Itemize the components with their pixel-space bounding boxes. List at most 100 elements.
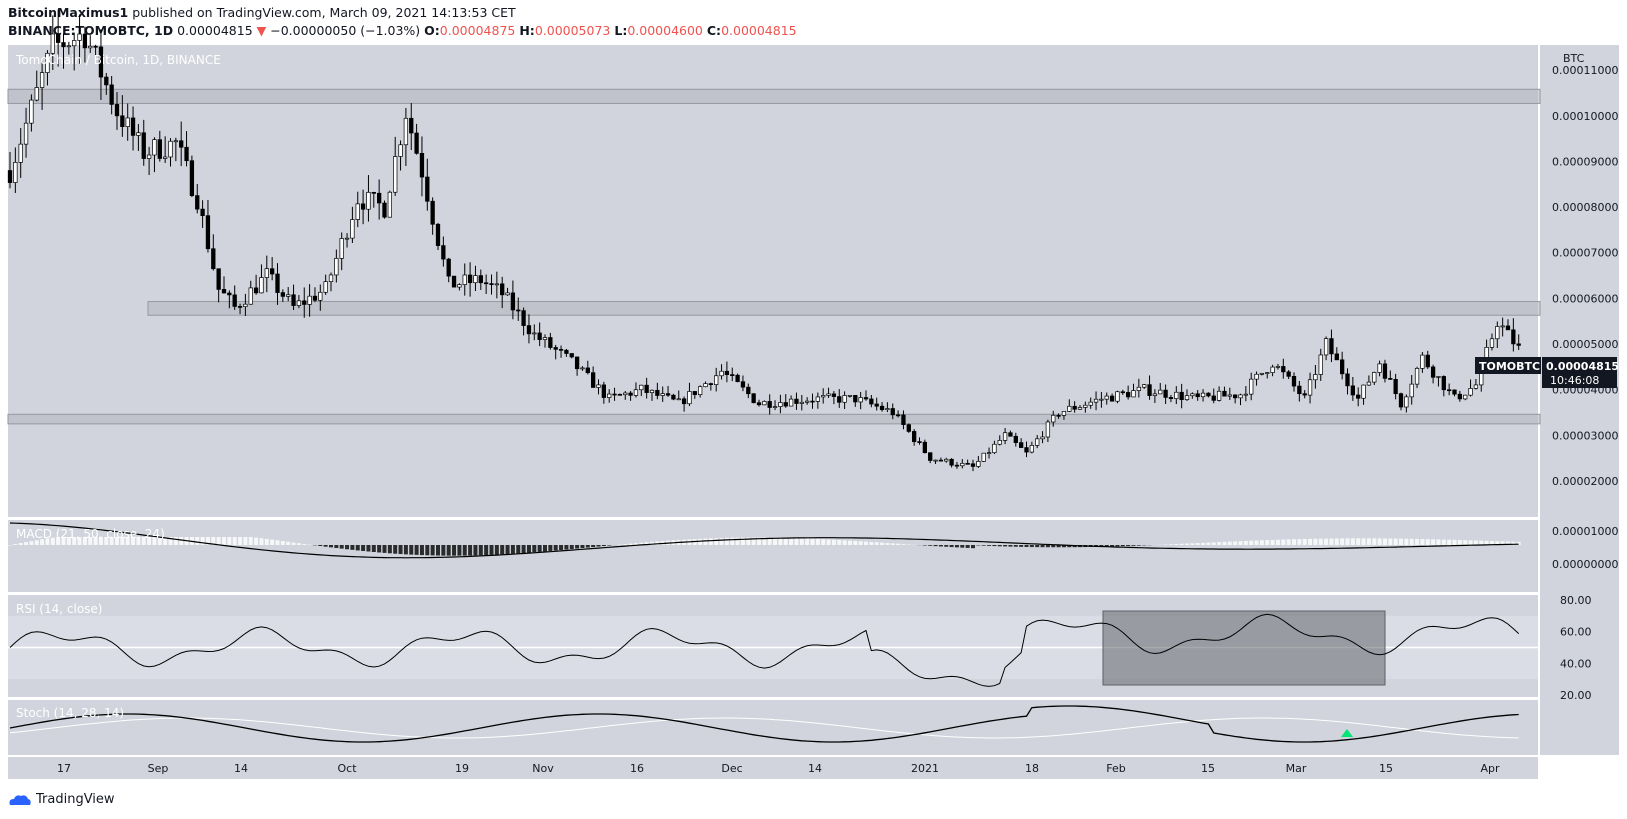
candle-body <box>1329 338 1334 355</box>
chart-header: BitcoinMaximus1 published on TradingView… <box>8 4 797 40</box>
candle-body <box>810 400 815 403</box>
tradingview-logo[interactable]: TradingView <box>8 792 115 807</box>
candle-body <box>484 282 489 285</box>
macd-histogram-bar <box>1061 545 1066 548</box>
macd-histogram-bar <box>591 545 596 548</box>
macd-histogram-bar <box>409 545 414 555</box>
candle-body <box>1131 390 1136 398</box>
stoch-pane-bg <box>8 700 1538 755</box>
candle-body <box>1174 391 1179 399</box>
time-tick-6: 16 <box>630 762 644 775</box>
candle-body <box>237 306 243 308</box>
macd-histogram-bar <box>543 545 547 552</box>
macd-histogram-bar <box>1292 539 1296 545</box>
candle-body <box>788 398 794 407</box>
candle-body <box>307 295 312 305</box>
candle-body <box>1200 392 1206 398</box>
candle-body <box>1307 379 1313 396</box>
macd-histogram-bar <box>773 537 778 545</box>
time-axis-ticks: 17 Sep 14 Oct 19 Nov 16 Dec 14 2021 18 Feb 15 Mar 15 Ap… <box>57 762 1500 775</box>
macd-histogram-bar <box>13 544 18 545</box>
macd-histogram-bar <box>644 542 649 545</box>
author-name[interactable]: BitcoinMaximus1 <box>8 5 129 20</box>
candle-body <box>489 283 494 285</box>
candle-body <box>302 300 307 305</box>
macd-tick-0: 0.00001000 <box>1552 525 1618 538</box>
candle-body <box>1516 343 1521 346</box>
candle-body <box>1045 421 1051 438</box>
open-value: 0.00004875 <box>439 23 516 38</box>
macd-histogram-bar <box>66 537 71 545</box>
candle-body <box>1377 363 1382 373</box>
macd-histogram-bar <box>880 542 885 545</box>
macd-histogram-bar <box>109 537 114 545</box>
macd-histogram-bar <box>794 538 799 545</box>
rsi-pane <box>8 610 1538 687</box>
candle-body <box>39 72 45 88</box>
candle-body <box>1249 378 1254 395</box>
price-tick-8: 0.00003000 <box>1552 429 1618 442</box>
candle-body <box>1468 388 1473 396</box>
candle-body <box>318 291 323 301</box>
macd-histogram-bar <box>1024 545 1029 547</box>
candle-body <box>1195 393 1200 398</box>
candle-body <box>1222 390 1227 397</box>
macd-histogram-bar <box>789 538 794 545</box>
candle-body <box>403 117 409 146</box>
macd-histogram-bar <box>163 537 168 545</box>
macd-histogram-bar <box>77 537 82 545</box>
candle-body <box>1259 372 1265 375</box>
candle-body <box>435 223 441 246</box>
candle-body <box>462 274 467 285</box>
macd-histogram-bar <box>329 545 333 548</box>
candle-body <box>521 310 526 326</box>
macd-histogram-bar <box>997 545 1002 547</box>
candle-body <box>1334 353 1339 361</box>
candle-body <box>639 384 644 391</box>
candle-body <box>1002 432 1008 441</box>
macd-histogram-bar <box>371 545 376 552</box>
macd-histogram-bar <box>441 545 446 556</box>
candle-body <box>612 393 617 396</box>
macd-histogram-bar <box>366 545 371 552</box>
candle-body <box>1420 354 1425 369</box>
candle-body <box>842 395 847 403</box>
macd-histogram-bar <box>222 537 226 545</box>
macd-histogram-bar <box>500 545 505 555</box>
macd-histogram-bar <box>890 543 895 545</box>
candle-body <box>1088 401 1093 406</box>
macd-histogram-bar <box>837 540 842 545</box>
rsi-tick-0: 80.00 <box>1560 594 1592 607</box>
candle-body <box>676 398 681 401</box>
macd-histogram-bar <box>1206 542 1211 545</box>
macd-histogram-bar <box>82 537 87 545</box>
macd-histogram-bar <box>703 538 708 545</box>
candle-body <box>954 464 960 467</box>
down-arrow-icon: ▼ <box>256 23 267 38</box>
candle-body <box>286 294 291 297</box>
macd-histogram-bar <box>45 538 50 545</box>
time-tick-8: 14 <box>808 762 822 775</box>
macd-histogram-bar <box>885 543 890 545</box>
candle-body <box>1345 373 1350 387</box>
candle-body <box>649 389 655 393</box>
candle-body <box>1035 438 1040 446</box>
macd-histogram-bar <box>1436 539 1441 545</box>
low-value: 0.00004600 <box>627 23 703 38</box>
macd-histogram-bar <box>585 545 590 548</box>
macd-histogram-bar <box>719 537 724 545</box>
macd-histogram-bar <box>1366 538 1371 545</box>
macd-histogram-bar <box>211 537 216 545</box>
candle-body <box>350 219 355 239</box>
publish-info: published on TradingView.com, March 09, … <box>132 5 516 20</box>
candle-body <box>61 42 66 48</box>
macd-histogram-bar <box>1275 539 1280 545</box>
candle-body <box>724 370 730 375</box>
low-label: L: <box>614 23 628 38</box>
candle-body <box>1136 386 1142 391</box>
macd-histogram-bar <box>286 541 291 545</box>
candle-body <box>730 374 735 376</box>
macd-histogram-bar <box>633 543 638 545</box>
macd-histogram-bar <box>740 537 745 545</box>
